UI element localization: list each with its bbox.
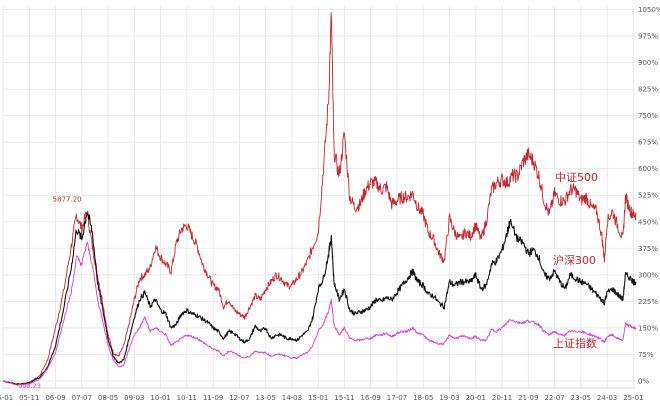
y-tick-label: 75% bbox=[638, 351, 654, 359]
y-tick-label: 375% bbox=[638, 245, 658, 253]
x-tick-label: 17-07 bbox=[387, 394, 407, 402]
series-line-2 bbox=[2, 241, 637, 386]
x-tick-label: 09-03 bbox=[124, 394, 144, 402]
x-tick-label: 05-11 bbox=[19, 394, 39, 402]
x-tick-label: 15-11 bbox=[334, 394, 354, 402]
x-tick-label: 12-07 bbox=[229, 394, 249, 402]
series-label-1: 沪深300 bbox=[553, 253, 596, 267]
x-tick-label: 19-03 bbox=[439, 394, 459, 402]
annotations: 5877.20 998.23 bbox=[18, 196, 81, 391]
x-tick-label: 15-01 bbox=[308, 394, 328, 402]
x-tick-label: 18-05 bbox=[413, 394, 433, 402]
y-tick-label: 975% bbox=[638, 33, 658, 41]
x-tick-label: 10-11 bbox=[177, 394, 197, 402]
series-labels: 中证500 沪深300 上证指数 bbox=[553, 171, 598, 350]
y-tick-label: 900% bbox=[638, 59, 658, 67]
y-tick-label: 600% bbox=[638, 165, 658, 173]
y-tick-label: 450% bbox=[638, 218, 658, 226]
y-tick-label: 750% bbox=[638, 112, 658, 120]
x-tick-label: 06-09 bbox=[45, 394, 65, 402]
y-tick-label: 525% bbox=[638, 192, 658, 200]
x-tick-label: 20-01 bbox=[466, 394, 486, 402]
x-tick-label: 21-09 bbox=[518, 394, 538, 402]
x-tick-label: 07-07 bbox=[72, 394, 92, 402]
x-axis-ticks: 05-01 05-11 06-09 07-07 08-05 09-03 10-01 10-11… bbox=[0, 394, 644, 402]
y-tick-label: 225% bbox=[638, 298, 658, 306]
grid-lines bbox=[2, 6, 636, 389]
y-tick-label: 675% bbox=[638, 139, 658, 147]
y-tick-label: 825% bbox=[638, 86, 658, 94]
series-label-0: 中证500 bbox=[555, 171, 598, 184]
y-tick-label: 1050% bbox=[638, 6, 660, 14]
x-tick-label: 08-05 bbox=[98, 394, 118, 402]
y-tick-label: 300% bbox=[638, 271, 658, 279]
x-tick-label: 24-03 bbox=[597, 394, 617, 402]
x-tick-label: 22-07 bbox=[544, 394, 564, 402]
peak-annotation: 5877.20 bbox=[53, 196, 82, 204]
x-tick-label: 05-01 bbox=[0, 394, 13, 402]
x-tick-label: 16-09 bbox=[361, 394, 381, 402]
x-tick-label: 11-09 bbox=[203, 394, 223, 402]
low-annotation: 998.23 bbox=[18, 382, 41, 390]
series-line-1 bbox=[2, 212, 637, 386]
x-tick-label: 25-01 bbox=[623, 394, 643, 402]
x-tick-label: 20-11 bbox=[492, 394, 512, 402]
x-tick-label: 10-01 bbox=[150, 394, 170, 402]
x-tick-label: 23-05 bbox=[571, 394, 591, 402]
y-tick-label: 0% bbox=[638, 377, 649, 385]
series-lines bbox=[2, 12, 637, 386]
series-line-0 bbox=[2, 12, 637, 385]
y-tick-label: 150% bbox=[638, 324, 658, 332]
x-tick-label: 13-05 bbox=[255, 394, 275, 402]
y-axis-ticks: 0% 75% 150% 225% 300% 375% 450% 525% 600% 675% 750… bbox=[638, 6, 660, 385]
series-label-2: 上证指数 bbox=[553, 336, 597, 350]
x-tick-label: 14-03 bbox=[282, 394, 302, 402]
